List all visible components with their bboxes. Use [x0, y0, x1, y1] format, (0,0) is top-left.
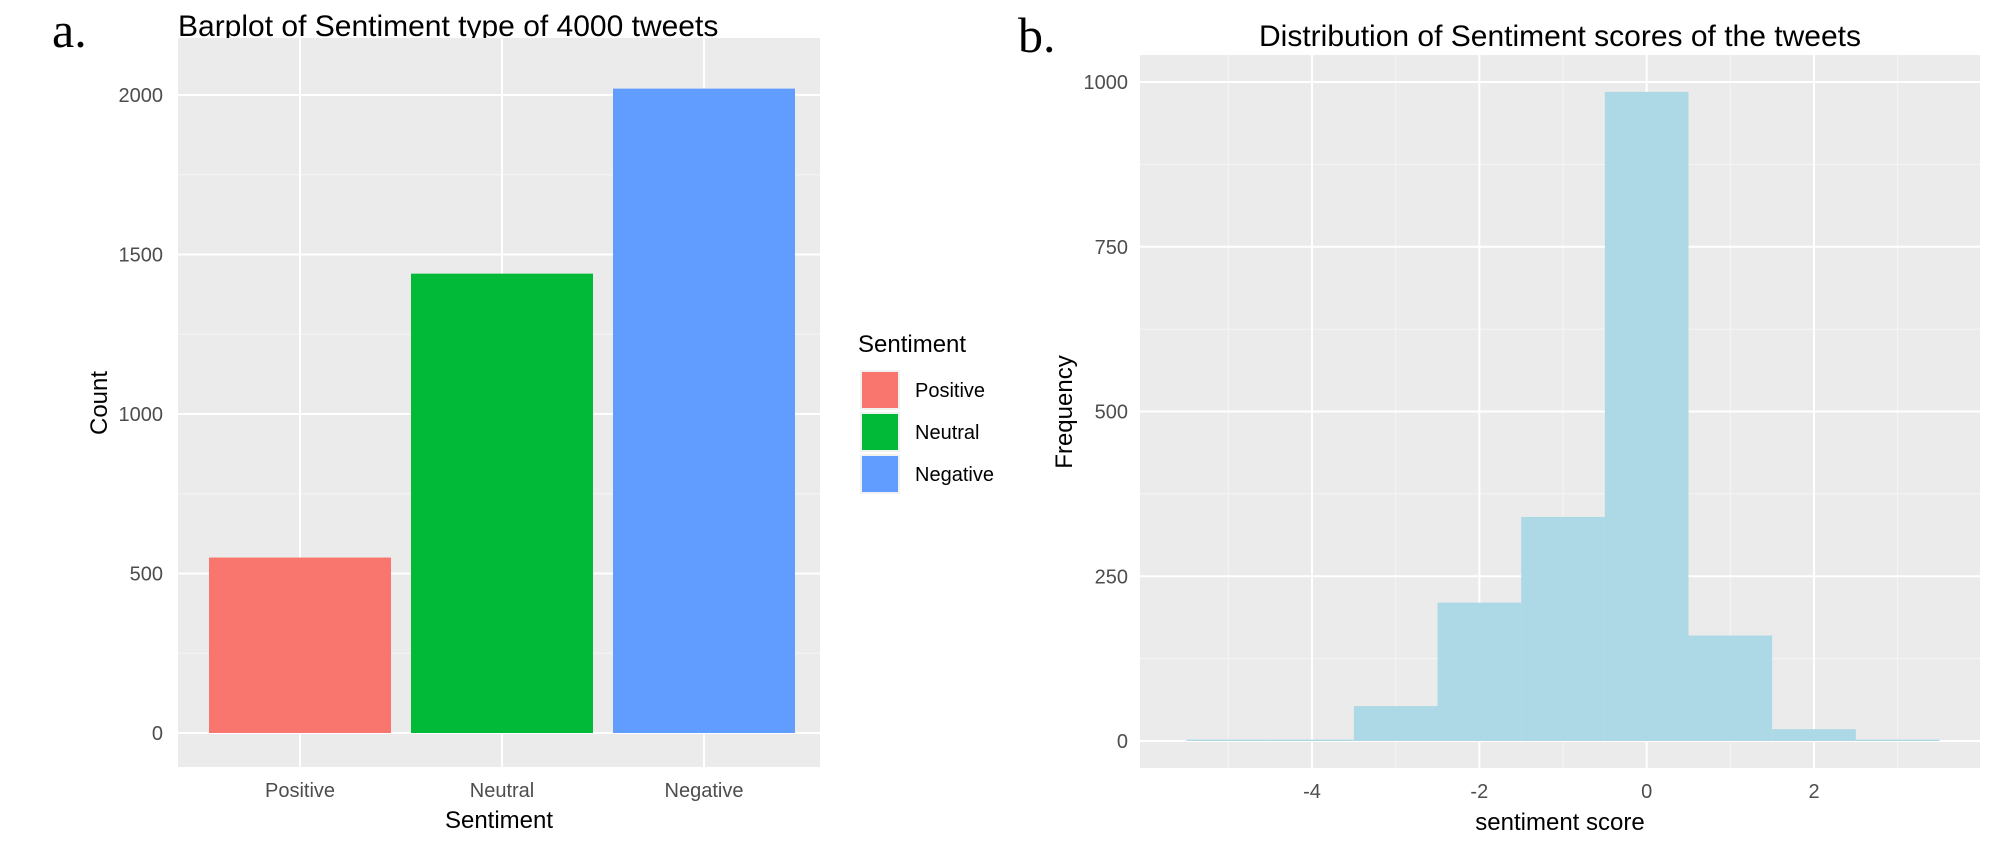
- y-tick-label-a: 0: [152, 723, 163, 745]
- bar-negative: [613, 88, 795, 734]
- legend-label-positive: Positive: [915, 380, 985, 402]
- legend-label-negative: Negative: [915, 464, 994, 486]
- y-tick-label-a: 1000: [119, 404, 164, 426]
- x-tick-label-a: Positive: [265, 780, 335, 802]
- histogram-bin: [1604, 91, 1689, 741]
- x-tick-label-b: 0: [1641, 781, 1652, 803]
- histogram-bin: [1688, 635, 1773, 741]
- y-tick-label-b: 500: [1095, 402, 1128, 424]
- panel-label-b: b.: [1018, 7, 1056, 63]
- chart-title-b: Distribution of Sentiment scores of the …: [1259, 20, 1861, 53]
- bar-neutral: [411, 273, 593, 733]
- legend-swatch-positive: [862, 372, 898, 408]
- x-axis-title-b: sentiment score: [1475, 809, 1644, 836]
- x-tick-label-b: -2: [1470, 781, 1488, 803]
- bar-positive: [209, 557, 391, 733]
- y-tick-label-b: 750: [1095, 237, 1128, 259]
- x-tick-label-b: 2: [1808, 781, 1819, 803]
- histogram-bin: [1772, 729, 1856, 741]
- x-tick-label-a: Neutral: [470, 780, 534, 802]
- x-tick-label-a: Negative: [665, 780, 744, 802]
- y-tick-label-a: 1500: [119, 245, 164, 267]
- y-tick-label-b: 1000: [1084, 72, 1129, 94]
- histogram-bin: [1437, 602, 1522, 741]
- y-tick-label-a: 2000: [119, 85, 164, 107]
- x-axis-title-a: Sentiment: [445, 807, 553, 834]
- chart-title-a: Barplot of Sentiment type of 4000 tweets: [178, 10, 718, 43]
- y-tick-label-b: 250: [1095, 566, 1128, 588]
- y-tick-label-b: 0: [1117, 731, 1128, 753]
- histogram-bin: [1855, 739, 1940, 741]
- x-tick-label-b: -4: [1303, 781, 1321, 803]
- y-tick-label-a: 500: [130, 564, 163, 586]
- legend-label-neutral: Neutral: [915, 422, 979, 444]
- legend-title: Sentiment: [858, 331, 966, 358]
- y-axis-title-b: Frequency: [1051, 355, 1078, 468]
- histogram-bin: [1186, 739, 1271, 741]
- histogram-bin: [1270, 739, 1354, 741]
- histogram-bin: [1521, 516, 1605, 741]
- legend-swatch-negative: [862, 456, 898, 492]
- panel-label-a: a.: [52, 2, 87, 58]
- histogram-bin: [1353, 706, 1438, 741]
- legend-swatch-neutral: [862, 414, 898, 450]
- y-axis-title-a: Count: [86, 371, 113, 435]
